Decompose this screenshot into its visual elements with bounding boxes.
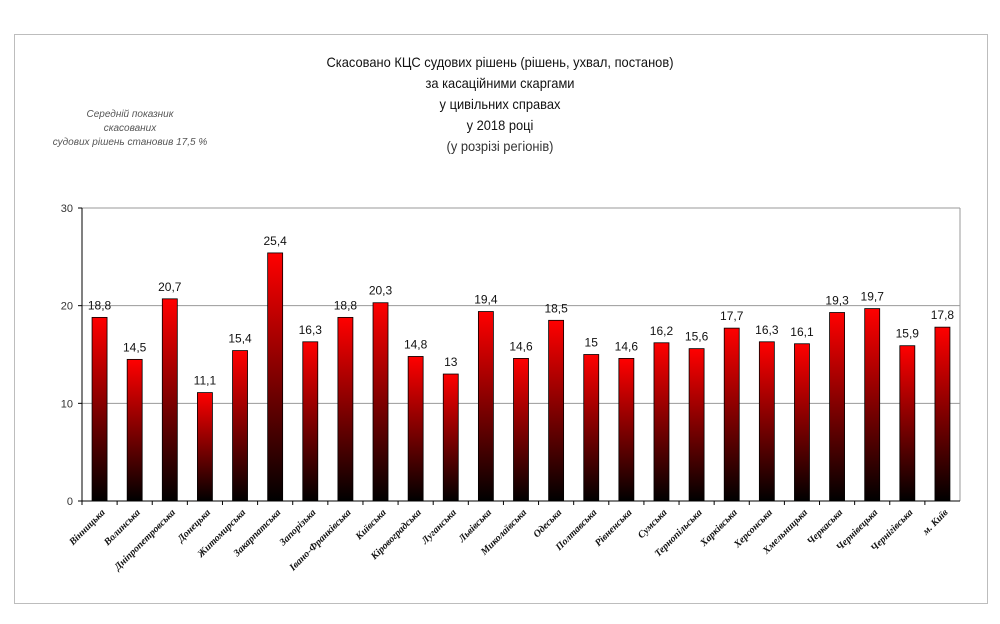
data-label: 14,8 <box>404 337 428 351</box>
x-tick-label: Рівненська <box>593 507 635 549</box>
bar <box>197 392 213 502</box>
bar <box>864 308 881 502</box>
bar <box>829 312 845 502</box>
y-tick-label: 30 <box>61 203 73 215</box>
bar <box>653 342 670 502</box>
bar <box>548 319 565 502</box>
annotation-line-2: скасованих <box>103 123 157 134</box>
bar <box>477 311 494 502</box>
data-label: 13 <box>444 355 458 369</box>
data-label: 15 <box>585 336 599 350</box>
data-label: 11,1 <box>194 374 217 388</box>
data-label: 18,8 <box>88 298 112 312</box>
title-line-4: у 2018 році <box>466 117 534 133</box>
x-tick-label: Сумська <box>636 507 670 541</box>
title-line-2: за касаційними скаргами <box>425 75 575 91</box>
y-tick-label: 10 <box>61 398 73 410</box>
data-label: 17,7 <box>720 309 744 323</box>
x-tick-label: м. Київ <box>920 507 951 538</box>
bar <box>934 326 951 502</box>
bar <box>442 373 459 502</box>
x-tick-label: Івано-Франківська <box>287 507 354 574</box>
data-label: 16,3 <box>299 323 323 337</box>
bar <box>899 345 916 502</box>
bar <box>126 358 143 502</box>
bar <box>794 343 810 502</box>
bar <box>513 358 529 502</box>
data-label: 20,3 <box>369 284 393 298</box>
data-label: 17,8 <box>931 308 955 322</box>
data-label: 19,4 <box>474 293 498 307</box>
bar <box>583 354 600 502</box>
title-line-3: у цивільних справах <box>439 96 561 112</box>
y-tick-label: 20 <box>61 301 73 313</box>
data-label: 15,6 <box>685 330 709 344</box>
x-tick-label: Луганська <box>419 507 459 547</box>
average-annotation: Середній показник скасованих судових ріш… <box>40 108 220 150</box>
chart-frame <box>14 34 988 604</box>
data-label: 16,3 <box>755 323 779 337</box>
data-label: 14,6 <box>509 339 533 353</box>
data-label: 19,7 <box>861 290 885 304</box>
data-label: 20,7 <box>158 280 182 294</box>
bar <box>407 356 424 502</box>
bar <box>302 341 319 502</box>
x-tick-label: Вінницька <box>67 507 108 548</box>
annotation-line-3: судових рішень становив 17,5 % <box>52 137 208 148</box>
bar <box>337 316 354 502</box>
bar <box>161 298 178 502</box>
bar <box>372 302 389 502</box>
annotation-line-1: Середній показник <box>86 109 174 120</box>
y-tick-label: 0 <box>67 496 73 508</box>
title-line-1: Скасовано КЦС судових рішень (рішень, ух… <box>326 54 674 70</box>
data-label: 14,5 <box>123 340 147 354</box>
data-label: 15,4 <box>228 332 252 346</box>
data-label: 18,5 <box>544 301 568 315</box>
data-label: 14,6 <box>615 339 639 353</box>
data-label: 16,2 <box>650 324 674 338</box>
x-tick-label: Київська <box>353 507 389 543</box>
data-label: 19,3 <box>825 294 849 308</box>
bar <box>723 327 740 502</box>
bar <box>232 350 248 502</box>
x-tick-label: Одеська <box>531 507 564 540</box>
bar <box>91 316 108 502</box>
x-tick-label: Дніпропетровська <box>112 507 178 573</box>
bar <box>267 252 284 502</box>
chart-subtitle: (у розрізі регіонів) <box>446 138 554 154</box>
data-label: 25,4 <box>263 234 287 248</box>
bar <box>688 348 705 502</box>
chart-title: Скасовано КЦС судових рішень (рішень, ух… <box>270 52 730 157</box>
data-label: 15,9 <box>896 327 920 341</box>
bar <box>758 341 775 502</box>
bar <box>618 358 635 502</box>
data-label: 18,8 <box>334 298 358 312</box>
data-label: 16,1 <box>790 325 814 339</box>
